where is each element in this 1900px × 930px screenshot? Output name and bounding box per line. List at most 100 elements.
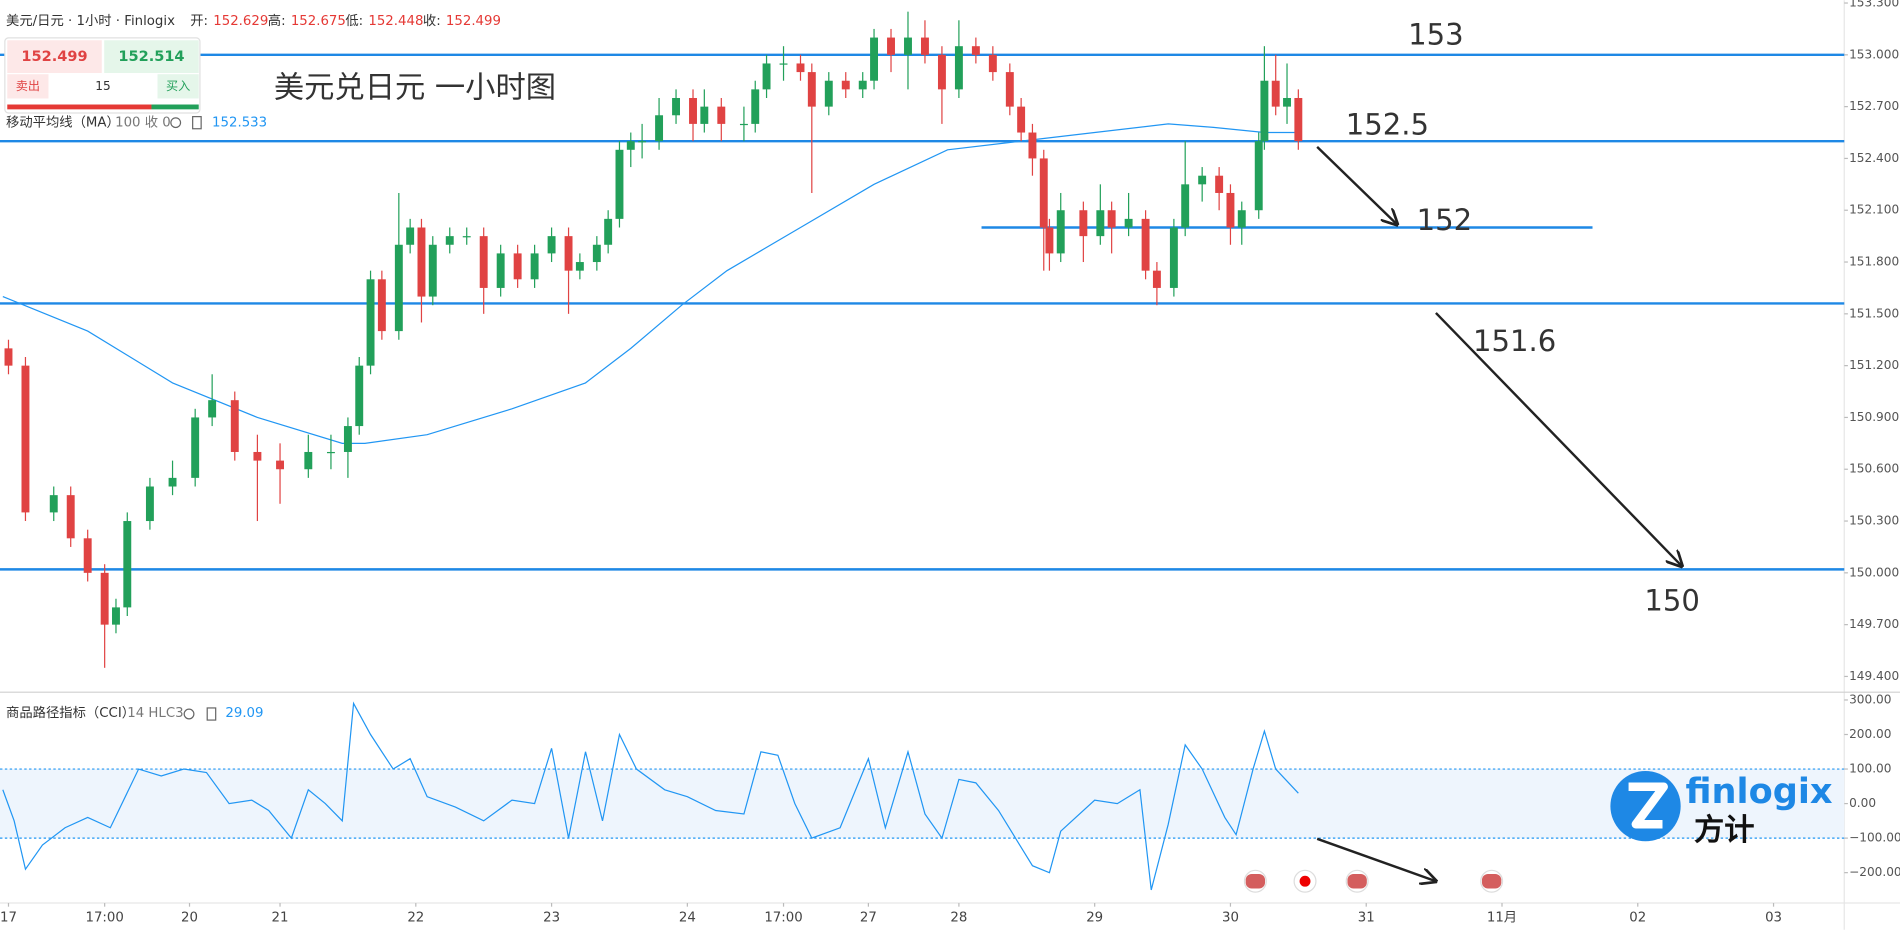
- candle-body: [564, 236, 573, 271]
- x-tick-label: 11月: [1487, 911, 1517, 926]
- candle-body: [904, 37, 912, 55]
- candle-body: [253, 451, 262, 461]
- candle-body: [1107, 210, 1116, 228]
- sell-label[interactable]: 卖出: [16, 79, 40, 93]
- buy-label[interactable]: 买入: [166, 79, 190, 93]
- candle-body: [954, 46, 963, 90]
- buy-button[interactable]: [157, 74, 199, 99]
- field-value: 152.629: [213, 14, 268, 29]
- candle-body: [406, 227, 415, 245]
- y-tick-label: 150.900: [1849, 410, 1899, 424]
- x-tick-label: 23: [543, 911, 560, 926]
- y-tick-label: −200.00: [1849, 865, 1900, 879]
- y-tick-label: 150.300: [1849, 514, 1899, 528]
- candle-body: [1152, 270, 1161, 288]
- candle-body: [496, 253, 505, 288]
- candle-body: [638, 141, 647, 143]
- candle-body: [920, 37, 929, 55]
- candle-body: [547, 236, 556, 254]
- candle-body: [4, 348, 13, 366]
- level-label: 151.6: [1473, 324, 1556, 358]
- level-label: 152.5: [1346, 107, 1429, 141]
- delete-icon[interactable]: [192, 116, 202, 130]
- buy-box[interactable]: [104, 40, 199, 74]
- y-tick-label: −100.00: [1849, 831, 1900, 845]
- candle-body: [1005, 72, 1014, 107]
- field-value: 152.448: [368, 14, 423, 29]
- candle-body: [1181, 184, 1190, 228]
- candle-body: [326, 451, 335, 454]
- candle-body: [1079, 210, 1088, 237]
- candle-body: [304, 451, 313, 470]
- candle-body: [530, 253, 539, 280]
- candle-body: [1056, 210, 1065, 254]
- candle-body: [100, 572, 109, 625]
- candle-body: [49, 495, 58, 513]
- candle-body: [1254, 141, 1263, 211]
- candle-body: [762, 63, 771, 90]
- flag-icon: [1245, 873, 1266, 889]
- candle-body: [66, 495, 75, 539]
- candle-body: [377, 279, 386, 332]
- candle-body: [1215, 175, 1224, 193]
- candle-body: [751, 89, 760, 124]
- candle-body: [1283, 97, 1291, 107]
- candle-body: [1017, 106, 1026, 133]
- candle-body: [230, 400, 239, 452]
- y-tick-label: 151.500: [1849, 306, 1899, 320]
- field-label: 高:: [268, 12, 286, 29]
- buy-price[interactable]: 152.514: [118, 49, 184, 65]
- candle-body: [1271, 80, 1280, 107]
- field-label: 低:: [345, 13, 363, 29]
- logo-mark: [1628, 782, 1668, 829]
- settings-icon[interactable]: [183, 708, 195, 720]
- logo-text: finlogix: [1686, 771, 1833, 812]
- candle-body: [83, 538, 92, 573]
- candle-body: [700, 106, 709, 124]
- candle-body: [1045, 227, 1054, 254]
- candle-body: [1237, 210, 1246, 228]
- candle-body: [276, 460, 284, 470]
- candle-body: [739, 123, 748, 126]
- quantity[interactable]: 15: [95, 79, 110, 93]
- x-tick-label: 03: [1765, 911, 1782, 926]
- level-label: 152: [1417, 203, 1473, 237]
- y-tick-label: 151.800: [1849, 255, 1899, 269]
- y-tick-label: 152.100: [1849, 203, 1899, 217]
- cci-value: 29.09: [225, 706, 263, 721]
- arrow: [1435, 312, 1682, 566]
- level-label: 153: [1408, 18, 1464, 52]
- sell-button[interactable]: [7, 74, 49, 99]
- cci-params: 14 HLC3: [127, 706, 183, 721]
- logo-cn: 方计: [1694, 812, 1755, 848]
- candle-body: [615, 149, 624, 219]
- delete-icon[interactable]: [206, 707, 217, 721]
- candle-body: [796, 63, 805, 73]
- ma-value: 152.533: [212, 116, 267, 131]
- settings-icon[interactable]: [170, 117, 182, 129]
- y-tick-label: 149.700: [1849, 617, 1899, 631]
- cci-label: 商品路径指标（CCI）: [6, 705, 135, 721]
- y-tick-label: 300.00: [1849, 692, 1891, 706]
- sell-box[interactable]: [7, 40, 102, 74]
- candle-body: [1260, 80, 1269, 142]
- flag-icon: [1299, 875, 1311, 887]
- ma-params: 100 收 0: [115, 115, 171, 131]
- sell-price[interactable]: 152.499: [21, 49, 87, 65]
- y-tick-label: 149.400: [1849, 669, 1899, 683]
- symbol: 美元/日元 · 1小时 · Finlogix: [6, 13, 175, 29]
- candle-body: [1124, 218, 1133, 228]
- field-value: 152.675: [291, 14, 346, 29]
- field-label: 开:: [190, 14, 208, 29]
- candle-body: [445, 236, 454, 245]
- candle-body: [870, 37, 879, 81]
- candle-body: [858, 80, 867, 90]
- candle-body: [937, 54, 946, 90]
- level-label: 150: [1644, 584, 1700, 618]
- flag-icon: [1481, 873, 1502, 889]
- candle-body: [604, 218, 613, 245]
- candle-body: [417, 227, 426, 297]
- y-tick-label: 0.00: [1849, 796, 1876, 810]
- x-tick-label: 27: [860, 911, 877, 926]
